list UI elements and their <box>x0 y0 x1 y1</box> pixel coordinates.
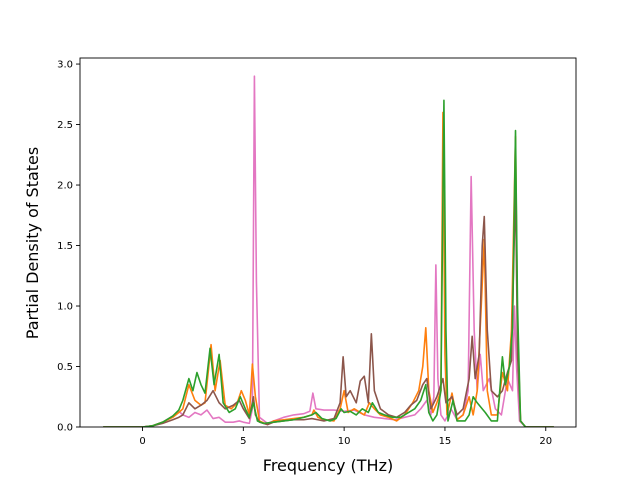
x-axis-ticks: 0 5 10 15 20 <box>139 427 552 447</box>
y-tick-label: 0.0 <box>57 423 73 434</box>
x-tick-label: 10 <box>338 436 351 447</box>
x-tick-label: 20 <box>539 436 552 447</box>
y-tick-label: 2.0 <box>57 181 73 192</box>
plot-area <box>79 57 577 428</box>
y-axis-ticks: 0.0 0.5 1.0 1.5 2.0 2.5 3.0 <box>57 60 80 434</box>
y-tick-label: 1.0 <box>57 302 73 313</box>
series-line-3 <box>103 184 554 427</box>
y-axis-label: Partial Density of States <box>23 147 42 339</box>
x-tick-label: 0 <box>139 436 145 447</box>
y-tick-label: 3.0 <box>57 60 73 71</box>
x-tick-label: 5 <box>240 436 246 447</box>
series-line-4 <box>103 99 554 427</box>
axes-frame <box>79 57 577 428</box>
y-tick-label: 1.5 <box>57 241 73 252</box>
x-tick-label: 15 <box>439 436 452 447</box>
y-tick-label: 0.5 <box>57 362 73 373</box>
x-axis-label: Frequency (THz) <box>263 456 393 475</box>
y-tick-label: 2.5 <box>57 120 73 131</box>
